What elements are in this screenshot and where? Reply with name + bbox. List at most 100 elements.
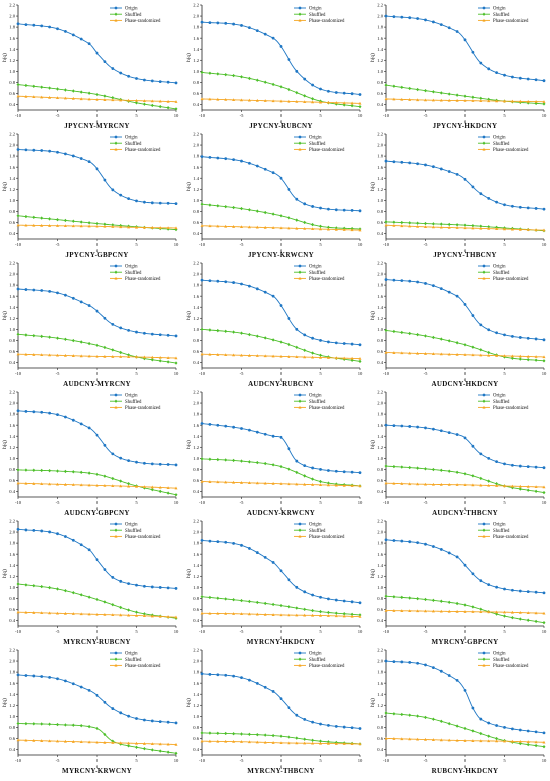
data-point [174,486,178,490]
data-point [224,72,228,77]
data-point [431,482,435,486]
data-point [111,98,115,102]
data-point [71,740,75,743]
data-point [158,99,162,103]
data-point [455,678,459,682]
data-point [431,609,435,613]
data-point [319,206,322,210]
data-point [279,603,283,608]
data-point [542,79,546,83]
data-point [40,739,44,742]
data-point [287,87,291,92]
data-point [32,23,36,27]
data-point [408,465,412,470]
data-point [279,613,283,617]
chart-title: JPYCNY-KRWCNY [248,251,314,259]
data-point [71,682,75,686]
data-point [542,466,546,470]
data-point [224,458,228,462]
data-point [150,462,154,466]
data-point [127,714,130,718]
x-tick-label: 10 [358,371,363,376]
y-tick-label: 0.4 [377,747,383,752]
data-point [319,100,322,104]
legend-label-origin: Origin [309,265,322,270]
series-origin [200,672,362,730]
x-tick-label: 5 [135,758,138,763]
data-point [135,583,138,587]
data-point [334,469,338,473]
data-point [471,223,475,228]
data-point [319,483,322,487]
data-point [350,209,354,212]
legend-label-shuffled: Shuffled [125,13,142,18]
data-point [447,600,451,604]
data-point [463,177,467,181]
x-tick-label: -5 [424,500,429,505]
data-point [392,329,396,334]
data-point [279,354,283,358]
data-point [447,431,451,434]
data-point [503,333,506,337]
data-point [432,165,435,169]
data-point [358,343,362,347]
data-point [208,279,212,283]
x-tick-label: -10 [15,500,22,505]
data-point [127,74,130,78]
data-point [342,483,346,487]
x-tick-label: 10 [358,500,363,505]
data-point [526,590,530,594]
data-point [471,444,475,448]
data-point [40,216,44,220]
legend-label-phase-randomized: Phase-randomized [125,664,161,669]
y-tick-label: 0.8 [193,596,199,601]
x-tick-label: 5 [503,758,506,763]
data-point [295,613,299,617]
data-point [150,332,154,336]
data-point [447,469,451,473]
data-point [166,615,170,619]
data-point [463,726,467,731]
data-point [150,358,154,362]
data-point [142,485,146,488]
data-point [232,73,236,78]
data-point [279,176,283,180]
x-tick-label: -5 [240,242,245,247]
data-point [142,614,146,617]
data-point [64,679,67,683]
y-tick-label: 1.4 [377,305,383,310]
data-point [439,222,443,226]
series-phase-randomized [384,223,546,232]
chart-title: JPYCNY-GBPCNY [65,251,128,259]
data-point [142,225,146,229]
chart-title: AUDCNY-THBCNY [432,509,498,517]
data-point [95,51,99,55]
data-point [455,738,459,742]
data-point [208,739,212,743]
data-point [432,666,435,669]
x-tick-label: 10 [358,242,363,247]
data-point [103,60,107,64]
series-line [385,279,545,341]
data-point [240,24,243,27]
data-point [166,333,170,337]
data-point [40,482,44,486]
data-point [150,748,154,752]
data-point [95,92,99,97]
data-point [87,471,91,475]
data-point [135,717,138,720]
data-point [56,353,59,357]
data-point [24,674,28,677]
y-axis-label: h(q) [369,311,376,320]
legend-marker [482,147,486,151]
data-point [24,223,28,227]
y-tick-label: 2.2 [377,519,383,524]
data-point [263,555,267,559]
data-point [319,227,322,231]
legend-marker [482,264,486,268]
data-point [327,469,330,472]
data-point [87,97,91,101]
data-point [326,614,330,617]
data-point [216,480,220,484]
data-point [271,613,275,616]
